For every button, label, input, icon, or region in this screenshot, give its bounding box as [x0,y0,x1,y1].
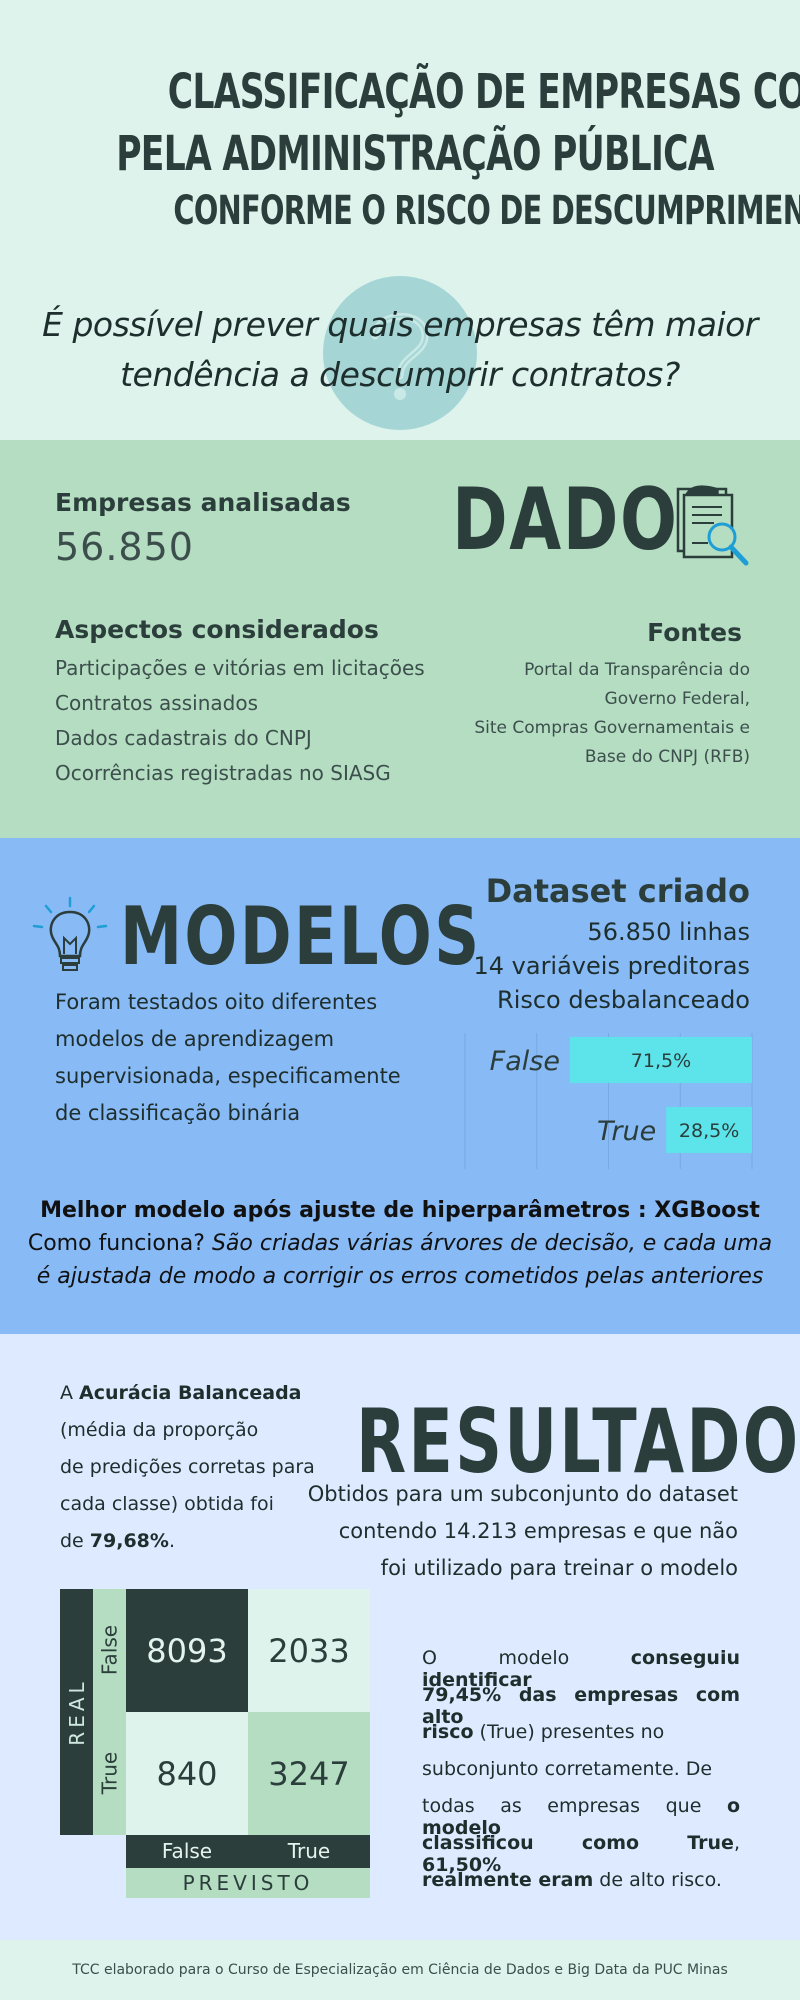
how-line-2: é ajustada de modo a corrigir os erros c… [0,1264,800,1289]
modelos-desc-line: modelos de aprendizagem [55,1027,335,1051]
title-line-2: PELA ADMINISTRAÇÃO PÚBLICA [116,126,714,182]
resultados-section: A Acurácia Balanceada (média da proporçã… [0,1334,800,1940]
fonte-line: Governo Federal, [604,689,750,709]
accuracy-line-3: de predições corretas para [60,1456,315,1478]
dados-section: Empresas analisadas 56.850 DADOS Aspecto… [0,440,800,838]
modelos-section: MODELOS Foram testados oito diferentes m… [0,838,800,1334]
how-text-2: é ajustada de modo a corrigir os erros c… [36,1264,764,1289]
header-section: CLASSIFICAÇÃO DE EMPRESAS CONTRATADAS PE… [0,0,800,440]
model-text-line: realmente eram de alto risco. [422,1869,722,1891]
title-line-1: CLASSIFICAÇÃO DE EMPRESAS CONTRATADAS [167,64,800,120]
aspecto-item: Ocorrências registradas no SIASG [55,761,391,785]
modelos-desc-line: supervisionada, especificamente [55,1064,401,1088]
model-text-line: subconjunto corretamente. De [422,1758,713,1780]
cm-cell-fn: 840 [126,1712,248,1835]
model-text-line: O modelo conseguiu identificar [422,1647,740,1691]
empresas-label: Empresas analisadas [55,488,351,517]
model-text-line: 79,45% das empresas com alto [422,1684,740,1728]
row-label-strip [93,1589,126,1835]
subset-line: Obtidos para um subconjunto do dataset [307,1482,738,1506]
dataset-label: Dataset criado [485,872,750,910]
accuracy-line-4: cada classe) obtida foi [60,1493,274,1515]
real-axis-bar [60,1589,93,1835]
dataset-line: Risco desbalanceado [497,986,750,1014]
bar-value-label: 28,5% [679,1120,739,1142]
real-axis-label: REAL [65,1678,89,1746]
row-label-false: False [97,1624,122,1676]
dataset-line: 56.850 linhas [587,918,750,946]
bar-category-label: False [490,1046,560,1077]
question-line-2: tendência a descumprir contratos? [120,355,680,394]
bar-category-label: True [597,1116,656,1147]
accuracy-line-1: A Acurácia Balanceada [60,1382,302,1404]
question-line-1: É possível prever quais empresas têm mai… [42,305,758,344]
aspecto-item: Participações e vitórias em licitações [55,656,425,680]
aspecto-item: Contratos assinados [55,691,258,715]
cm-cell-fp: 2033 [248,1589,370,1712]
question-mark-icon [323,276,477,430]
modelos-desc-line: de classificação binária [55,1101,301,1125]
model-text-line: risco (True) presentes no [422,1721,665,1743]
confusion-matrix: REAL False True 8093 2033 840 3247 False… [60,1589,380,1898]
cm-cell-tp: 3247 [248,1712,370,1835]
fonte-line: Portal da Transparência do [524,660,750,680]
col-label-true: True [287,1839,331,1863]
empresas-value: 56.850 [55,525,194,569]
footer-text: TCC elaborado para o Curso de Especializ… [72,1962,728,1978]
col-label-false: False [161,1839,213,1863]
best-model-text: Melhor modelo após ajuste de hiperparâme… [40,1198,760,1223]
lightbulb-icon [32,896,108,971]
how-text-1: São criadas várias árvores de decisão, e… [211,1231,773,1256]
cm-cell-tn: 8093 [126,1589,248,1712]
how-prefix: Como funciona? [27,1231,205,1256]
main-question: É possível prever quais empresas têm mai… [40,300,760,400]
bar-true [666,1107,752,1153]
title-line-3: CONFORME O RISCO DE DESCUMPRIMENTO CONTR… [173,188,800,234]
risk-bar-chart: 71,5% False 28,5% True [464,1033,753,1169]
resultados-title: RESULTADOS [356,1390,800,1493]
dados-title: DADOS [452,470,729,570]
model-text-line: todas as empresas que o modelo [422,1795,740,1839]
col-label-strip [126,1835,370,1868]
previsto-axis-label: PREVISTO [126,1868,370,1898]
accuracy-line-5: de 79,68%. [60,1530,175,1552]
modelos-title: MODELOS [120,890,482,983]
aspecto-item: Dados cadastrais do CNPJ [55,726,312,750]
fontes-label: Fontes [647,618,742,647]
subset-line: foi utilizado para treinar o modelo [380,1556,738,1580]
accuracy-line-2: (média da proporção [60,1419,259,1441]
dataset-line: 14 variáveis preditoras [473,952,750,980]
row-label-true: True [97,1751,122,1795]
footer: TCC elaborado para o Curso de Especializ… [0,1940,800,2000]
fonte-line: Site Compras Governamentais e [474,718,750,738]
how-line-1: Como funciona? São criadas várias árvore… [0,1231,800,1256]
subset-line: contendo 14.213 empresas e que não [338,1519,738,1543]
bar-value-label: 71,5% [631,1050,691,1072]
document-search-icon [676,487,749,566]
model-text-line: classificou como True, 61,50% [422,1832,740,1876]
aspectos-label: Aspectos considerados [55,615,379,644]
bar-false [569,1037,752,1083]
fonte-line: Base do CNPJ (RFB) [584,747,750,767]
modelos-desc-line: Foram testados oito diferentes [55,990,378,1014]
